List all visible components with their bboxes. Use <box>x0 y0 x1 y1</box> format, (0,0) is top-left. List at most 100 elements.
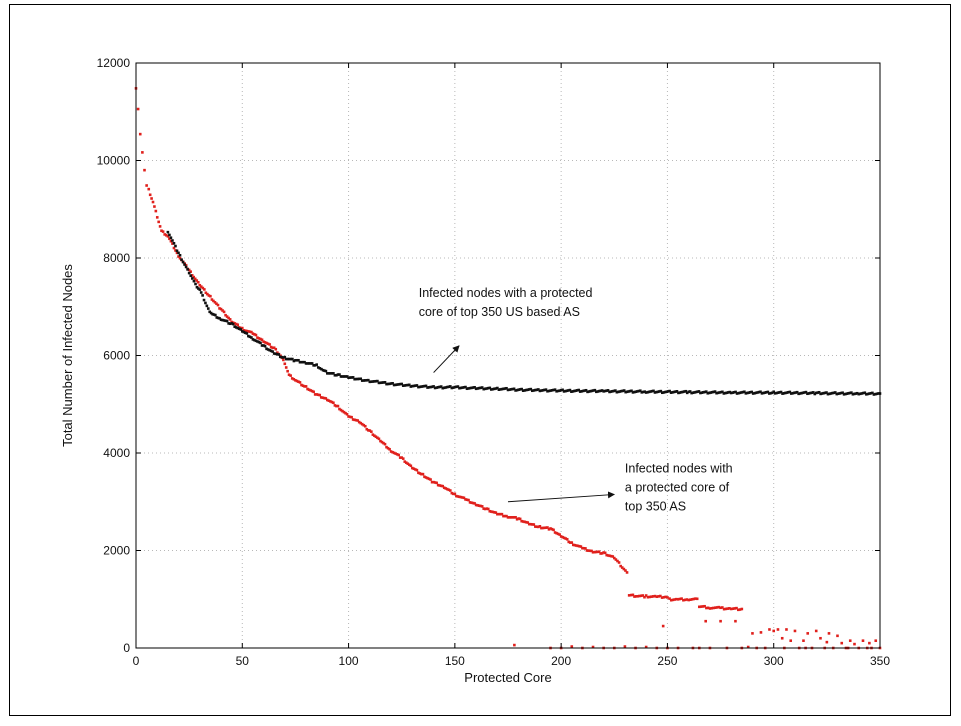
data-point <box>661 624 665 628</box>
data-point <box>344 411 347 415</box>
data-point <box>726 391 730 394</box>
data-point <box>323 369 326 372</box>
data-point <box>555 531 558 535</box>
data-point <box>731 391 734 394</box>
data-point <box>674 390 677 393</box>
data-point <box>347 415 350 418</box>
data-point <box>141 151 144 154</box>
data-point <box>757 390 761 394</box>
data-point <box>318 367 322 370</box>
data-point <box>163 233 166 236</box>
data-point <box>791 391 795 395</box>
data-point <box>769 391 773 395</box>
data-point <box>248 330 252 334</box>
data-point <box>474 503 478 507</box>
data-point <box>760 392 764 395</box>
data-point <box>511 516 514 519</box>
data-point <box>479 386 482 390</box>
data-point <box>832 391 836 395</box>
data-point <box>406 383 410 387</box>
data-point <box>827 632 831 635</box>
data-point <box>435 481 438 485</box>
data-point <box>276 351 279 354</box>
data-point <box>342 410 346 414</box>
annotation-arrow <box>433 345 460 373</box>
data-point <box>608 390 611 394</box>
data-point <box>321 396 325 400</box>
data-point <box>624 569 627 572</box>
data-point <box>578 390 582 393</box>
data-point <box>740 607 744 611</box>
x-tick-label: 0 <box>133 654 140 668</box>
data-point <box>868 392 871 395</box>
data-point <box>803 391 806 394</box>
data-point <box>660 596 664 599</box>
data-point <box>353 377 356 381</box>
data-point <box>316 366 320 369</box>
data-point <box>474 387 478 391</box>
data-point <box>240 330 244 333</box>
data-point <box>603 551 607 555</box>
data-point <box>237 327 241 331</box>
data-point <box>427 477 431 481</box>
data-point <box>541 388 545 392</box>
data-point <box>430 385 434 389</box>
data-point <box>509 388 513 391</box>
data-point <box>737 391 740 395</box>
data-point <box>499 512 502 516</box>
data-point <box>491 510 495 514</box>
data-point <box>712 390 715 394</box>
data-point <box>640 391 644 394</box>
data-point <box>301 360 305 364</box>
data-point <box>168 233 171 237</box>
data-point <box>806 392 809 396</box>
data-point <box>219 307 223 311</box>
data-point <box>184 263 188 267</box>
data-point <box>335 373 338 377</box>
data-point <box>532 389 536 392</box>
data-point <box>470 501 473 505</box>
data-point <box>840 641 844 645</box>
data-point <box>655 595 659 599</box>
data-point <box>697 390 701 393</box>
data-point <box>616 559 619 563</box>
data-point <box>517 517 520 520</box>
data-point <box>781 392 784 395</box>
data-point <box>819 636 822 640</box>
data-point <box>746 391 749 395</box>
data-point <box>547 389 551 393</box>
data-point <box>382 381 385 384</box>
data-point <box>412 467 416 471</box>
data-point <box>790 392 793 395</box>
data-point <box>353 418 356 422</box>
data-point <box>874 639 878 642</box>
data-point <box>744 392 748 395</box>
data-point <box>488 386 492 390</box>
data-point <box>485 387 489 390</box>
data-point <box>231 321 235 324</box>
data-point <box>869 391 873 395</box>
x-tick-label: 350 <box>870 654 890 668</box>
data-point <box>424 476 428 479</box>
data-point <box>653 594 657 598</box>
data-point <box>520 519 523 523</box>
data-point <box>731 607 735 610</box>
data-point <box>307 388 311 392</box>
x-tick-label: 100 <box>339 654 359 668</box>
data-point <box>841 391 844 395</box>
data-point <box>688 390 692 393</box>
data-point <box>433 386 437 390</box>
data-point <box>506 516 510 519</box>
data-point <box>741 390 745 394</box>
data-point <box>646 390 649 394</box>
data-point <box>486 386 490 390</box>
data-point <box>383 442 387 446</box>
data-point <box>442 486 446 490</box>
data-point <box>763 391 767 394</box>
data-point <box>822 391 825 395</box>
data-point <box>804 390 808 394</box>
data-point <box>565 389 569 393</box>
data-point <box>400 382 404 386</box>
data-point <box>518 388 522 391</box>
data-point <box>417 385 420 389</box>
